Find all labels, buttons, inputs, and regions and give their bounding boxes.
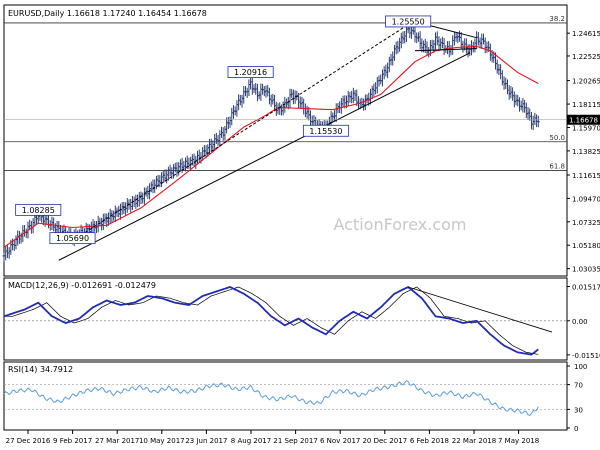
rsi-axis: 100 70 30 0 xyxy=(567,363,587,433)
x-axis-label: 22 Mar 2018 xyxy=(452,437,496,445)
rsi-axis-label: 70 xyxy=(574,382,583,390)
macd-line xyxy=(3,285,539,356)
last-price-label: 1.16678 xyxy=(569,117,598,125)
x-axis-label: 27 Mar 2017 xyxy=(95,437,139,445)
annotation-label: 1.15530 xyxy=(309,127,342,136)
annotation-box xyxy=(15,203,62,216)
annotation-box xyxy=(385,15,432,28)
annotation-box xyxy=(302,124,349,137)
macd-title: MACD(12,26,9) -0.012691 -0.012479 xyxy=(8,281,156,290)
price-axis-label: 1.11615 xyxy=(572,172,600,180)
annotation-label: 1.20916 xyxy=(234,68,267,77)
price-axis-label: 1.03035 xyxy=(572,266,600,274)
x-axis-label: 6 Nov 2017 xyxy=(320,437,360,445)
macd-axis-label: -0.015109 xyxy=(572,352,600,360)
x-axis-label: 6 Feb 2018 xyxy=(410,437,449,445)
x-axis-label: 8 Aug 2017 xyxy=(231,437,271,445)
x-axis-label: 9 Feb 2017 xyxy=(53,437,92,445)
price-annotation: 1.25550 xyxy=(385,15,432,28)
x-axis-label: 27 Dec 2016 xyxy=(6,437,51,445)
annotation-box xyxy=(227,66,274,78)
price-panel-frame xyxy=(3,4,568,277)
macd-panel-frame xyxy=(3,277,568,361)
rsi-line xyxy=(3,379,539,416)
fib-label-50.0: 50.0 xyxy=(549,134,565,142)
price-annotation: 1.08285 xyxy=(15,203,62,216)
watermark: ActionForex.com xyxy=(333,215,466,234)
price-axis-label: 1.05180 xyxy=(572,242,600,250)
trendline-solid-0 xyxy=(58,52,471,261)
price-axis: 1.24615 1.22525 1.20265 1.18115 1.15970 1.138… xyxy=(4,30,600,274)
x-axis-label: 21 Sep 2017 xyxy=(273,437,317,445)
price-axis-label: 1.20265 xyxy=(572,78,600,86)
price-candle xyxy=(536,115,540,128)
x-axis-label: 7 May 2018 xyxy=(498,437,539,445)
rsi-title: RSI(14) 34.7912 xyxy=(8,365,73,374)
annotation-label: 1.08285 xyxy=(22,206,55,215)
annotation-label: 1.05690 xyxy=(56,234,89,243)
price-axis-label: 1.22525 xyxy=(572,53,600,61)
last-price-box xyxy=(567,114,600,125)
price-axis-label: 1.13825 xyxy=(572,148,600,156)
price-axis-label: 1.24615 xyxy=(572,30,600,38)
macd-axis-label: 0.00 xyxy=(572,318,588,326)
price-annotation: 1.20916 xyxy=(227,66,274,78)
price-axis-label: 1.07325 xyxy=(572,219,600,227)
macd-layer xyxy=(3,285,567,356)
rsi-panel-frame xyxy=(3,361,568,431)
price-axis-label: 1.09470 xyxy=(572,195,600,203)
macd-axis: 0.015176 0.00 -0.015109 xyxy=(567,284,600,360)
macd-signal-line xyxy=(4,286,539,355)
price-axis-label: 1.18115 xyxy=(572,101,600,109)
price-axis-label: 1.15970 xyxy=(572,124,600,132)
price-annotation: 1.05690 xyxy=(49,232,96,245)
trendline-dashed-channel xyxy=(72,19,416,242)
x-axis-label: 20 Dec 2017 xyxy=(362,437,407,445)
x-axis-label: 23 Jun 2017 xyxy=(185,437,227,445)
annotation-label: 1.25550 xyxy=(392,17,425,26)
macd-trendline xyxy=(408,286,553,333)
rsi-axis-label: 0 xyxy=(574,425,578,433)
fib-label-61.8: 61.8 xyxy=(549,163,565,171)
rsi-axis-label: 30 xyxy=(574,406,583,414)
chart-header: EURUSD,Daily 1.16618 1.17240 1.16454 1.1… xyxy=(8,9,207,18)
moving-average-line xyxy=(3,45,539,248)
rsi-layer xyxy=(3,379,567,416)
annotation-box xyxy=(49,232,96,245)
x-axis-label: 10 May 2017 xyxy=(139,437,185,445)
x-axis: 27 Dec 2016 9 Feb 2017 27 Mar 2017 10 May 2… xyxy=(6,430,539,445)
price-annotation: 1.15530 xyxy=(302,124,349,137)
price-layer: 38.2 50.0 61.8 1.08285 1.05690 1.20916 1.15530… xyxy=(2,15,567,262)
fib-label-38.2: 38.2 xyxy=(549,15,565,23)
macd-axis-label: 0.015176 xyxy=(572,284,600,292)
rsi-axis-label: 100 xyxy=(574,363,587,371)
trendline-solid-3 xyxy=(414,48,477,52)
